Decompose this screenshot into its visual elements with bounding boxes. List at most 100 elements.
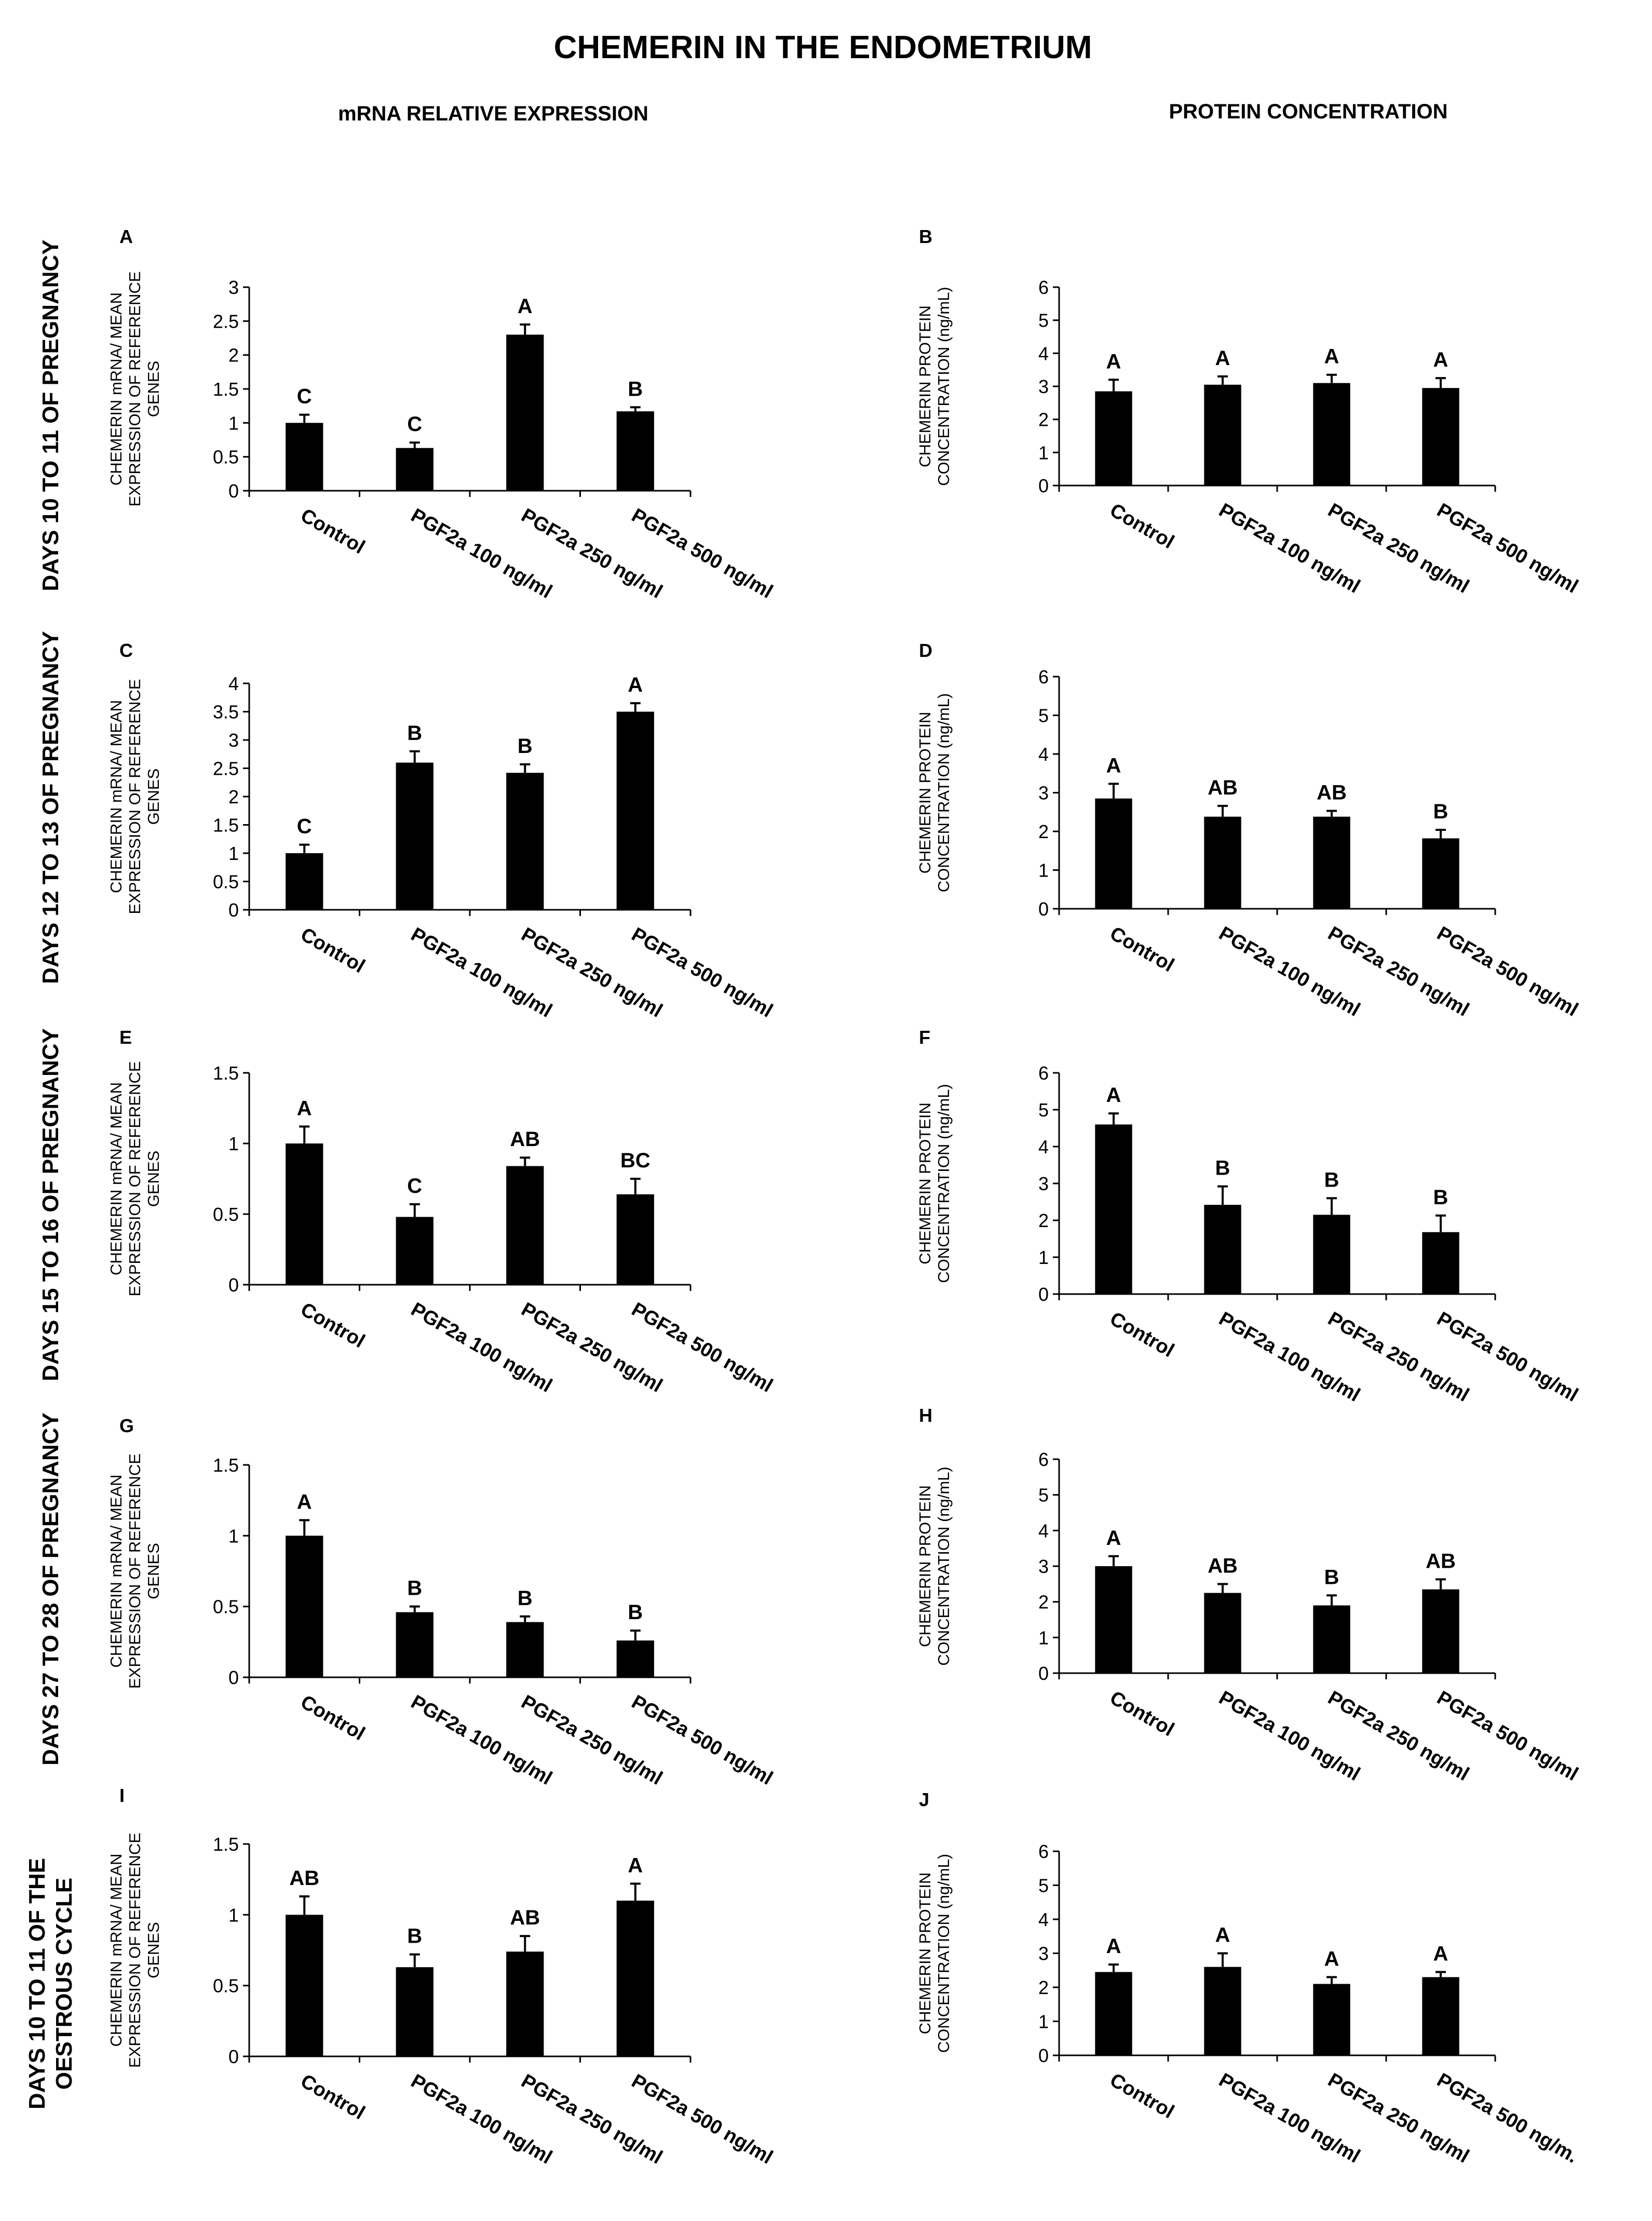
- y-axis-label-line: GENES: [144, 1543, 163, 1599]
- significance-label: AB: [1208, 1554, 1238, 1577]
- panel-b: B CHEMERIN PROTEINCONCENTRATION (ng/mL) 0 1…: [916, 226, 1582, 598]
- y-tick-label: 3: [1038, 1173, 1049, 1194]
- significance-label: A: [1433, 348, 1448, 371]
- bar: [506, 334, 544, 491]
- significance-label: A: [1433, 1943, 1448, 1966]
- panel-a: A CHEMERIN mRNA/ MEANEXPRESSION OF REFERE…: [107, 226, 776, 603]
- y-axis-label: CHEMERIN PROTEINCONCENTRATION (ng/mL): [916, 1854, 953, 2053]
- bar: [616, 1640, 654, 1677]
- y-axis-label-line: CHEMERIN mRNA/ MEAN: [107, 1853, 125, 2047]
- y-tick-label: 2: [1038, 409, 1049, 430]
- y-axis-label: CHEMERIN mRNA/ MEANEXPRESSION OF REFEREN…: [107, 1833, 163, 2068]
- significance-label: A: [628, 674, 643, 696]
- y-tick-label: 0: [1038, 898, 1049, 920]
- significance-label: B: [628, 1601, 643, 1624]
- panel-i: I CHEMERIN mRNA/ MEANEXPRESSION OF REFERE…: [107, 1785, 776, 2169]
- significance-label: A: [518, 295, 533, 318]
- bar: [396, 762, 434, 910]
- significance-label: AB: [1426, 1550, 1456, 1572]
- y-tick-label: 1: [1038, 1627, 1049, 1648]
- significance-label: A: [1106, 1527, 1121, 1550]
- category-label: Control: [1106, 1308, 1178, 1362]
- y-axis-label-line: GENES: [144, 1151, 163, 1207]
- y-axis-label: CHEMERIN PROTEINCONCENTRATION (ng/mL): [916, 693, 953, 893]
- bar: [506, 1622, 544, 1677]
- y-tick-label: 0: [1038, 475, 1049, 496]
- y-tick-label: 1: [1038, 442, 1049, 463]
- y-tick-label: 6: [1038, 277, 1049, 298]
- bar: [1422, 1232, 1459, 1294]
- y-tick-label: 1: [228, 412, 239, 434]
- y-tick-label: 5: [1038, 705, 1049, 726]
- bar: [616, 1194, 654, 1285]
- y-tick-label: 1.5: [213, 1834, 239, 1855]
- bar: [1422, 1977, 1459, 2055]
- y-tick-label: 4: [1038, 343, 1049, 364]
- bar: [286, 853, 323, 910]
- bar: [396, 448, 434, 491]
- panel-letter: H: [919, 1405, 932, 1426]
- y-tick-label: 0: [228, 899, 239, 921]
- y-tick-label: 1.5: [213, 379, 239, 400]
- y-tick-label: 4: [1038, 1520, 1049, 1541]
- row-label: DAYS 10 TO 11 OF THEOESTROUS CYCLE: [24, 1858, 77, 2109]
- significance-label: AB: [289, 1867, 319, 1890]
- significance-label: B: [1215, 1157, 1230, 1180]
- bar: [396, 1217, 434, 1285]
- significance-label: C: [407, 413, 422, 436]
- bar: [1204, 816, 1241, 909]
- panel-c: C CHEMERIN mRNA/ MEANEXPRESSION OF REFERE…: [107, 640, 776, 1022]
- y-tick-label: 0: [1038, 2045, 1049, 2066]
- y-axis-label-line: EXPRESSION OF REFERENCE: [126, 1833, 144, 2068]
- y-tick-label: 2.5: [213, 311, 239, 332]
- significance-label: A: [1106, 1084, 1121, 1107]
- panels: DAYS 10 TO 11 OF PREGNANCY DAYS 12 TO 13 …: [24, 226, 1582, 2169]
- y-tick-label: 6: [1038, 1841, 1049, 1862]
- bar: [1422, 1589, 1459, 1673]
- y-tick-label: 0: [228, 480, 239, 502]
- row-label: DAYS 12 TO 13 OF PREGNANCY: [38, 631, 63, 984]
- significance-label: C: [297, 385, 312, 408]
- y-axis-label-line: CHEMERIN PROTEIN: [916, 1485, 934, 1647]
- bar: [1204, 1967, 1241, 2055]
- y-tick-label: 0.5: [213, 447, 239, 468]
- y-tick-label: 2.5: [213, 758, 239, 779]
- bar: [506, 1951, 544, 2056]
- y-tick-label: 0.5: [213, 1975, 239, 1997]
- row-label: DAYS 10 TO 11 OF PREGNANCY: [38, 239, 63, 591]
- significance-label: A: [1106, 350, 1121, 373]
- row-label-line: DAYS 10 TO 11 OF THE: [24, 1858, 50, 2109]
- bar: [1204, 1593, 1241, 1673]
- y-axis-label-line: CHEMERIN mRNA/ MEAN: [107, 1474, 125, 1667]
- category-label: Control: [297, 504, 369, 558]
- bar: [1313, 383, 1350, 486]
- row-label-line: OESTROUS CYCLE: [51, 1878, 77, 2090]
- significance-label: B: [1433, 1186, 1448, 1209]
- panel-letter: G: [119, 1415, 134, 1436]
- y-tick-label: 0: [1038, 1284, 1049, 1305]
- significance-label: AB: [1208, 776, 1238, 799]
- y-axis-label-line: EXPRESSION OF REFERENCE: [126, 679, 144, 914]
- bar: [286, 423, 323, 491]
- y-tick-label: 1: [228, 1904, 239, 1926]
- y-tick-label: 4: [1038, 744, 1049, 765]
- category-label: Control: [1106, 1687, 1178, 1741]
- bar: [506, 773, 544, 910]
- y-axis-label-line: CHEMERIN mRNA/ MEAN: [107, 700, 125, 893]
- y-axis-label-line: EXPRESSION OF REFERENCE: [126, 271, 144, 506]
- bar: [286, 1143, 323, 1285]
- y-tick-label: 1.5: [213, 815, 239, 836]
- row-label: DAYS 15 TO 16 OF PREGNANCY: [38, 1028, 63, 1381]
- y-tick-label: 5: [1038, 1099, 1049, 1121]
- bar: [1095, 1566, 1132, 1673]
- category-label: Control: [1106, 499, 1178, 553]
- significance-label: B: [407, 1925, 422, 1948]
- y-tick-label: 3: [228, 277, 239, 298]
- y-tick-label: 0.5: [213, 871, 239, 893]
- category-label: Control: [1106, 922, 1178, 976]
- significance-label: C: [407, 1175, 422, 1197]
- y-tick-label: 4: [228, 673, 239, 694]
- bar: [1095, 798, 1132, 909]
- significance-label: BC: [620, 1149, 651, 1172]
